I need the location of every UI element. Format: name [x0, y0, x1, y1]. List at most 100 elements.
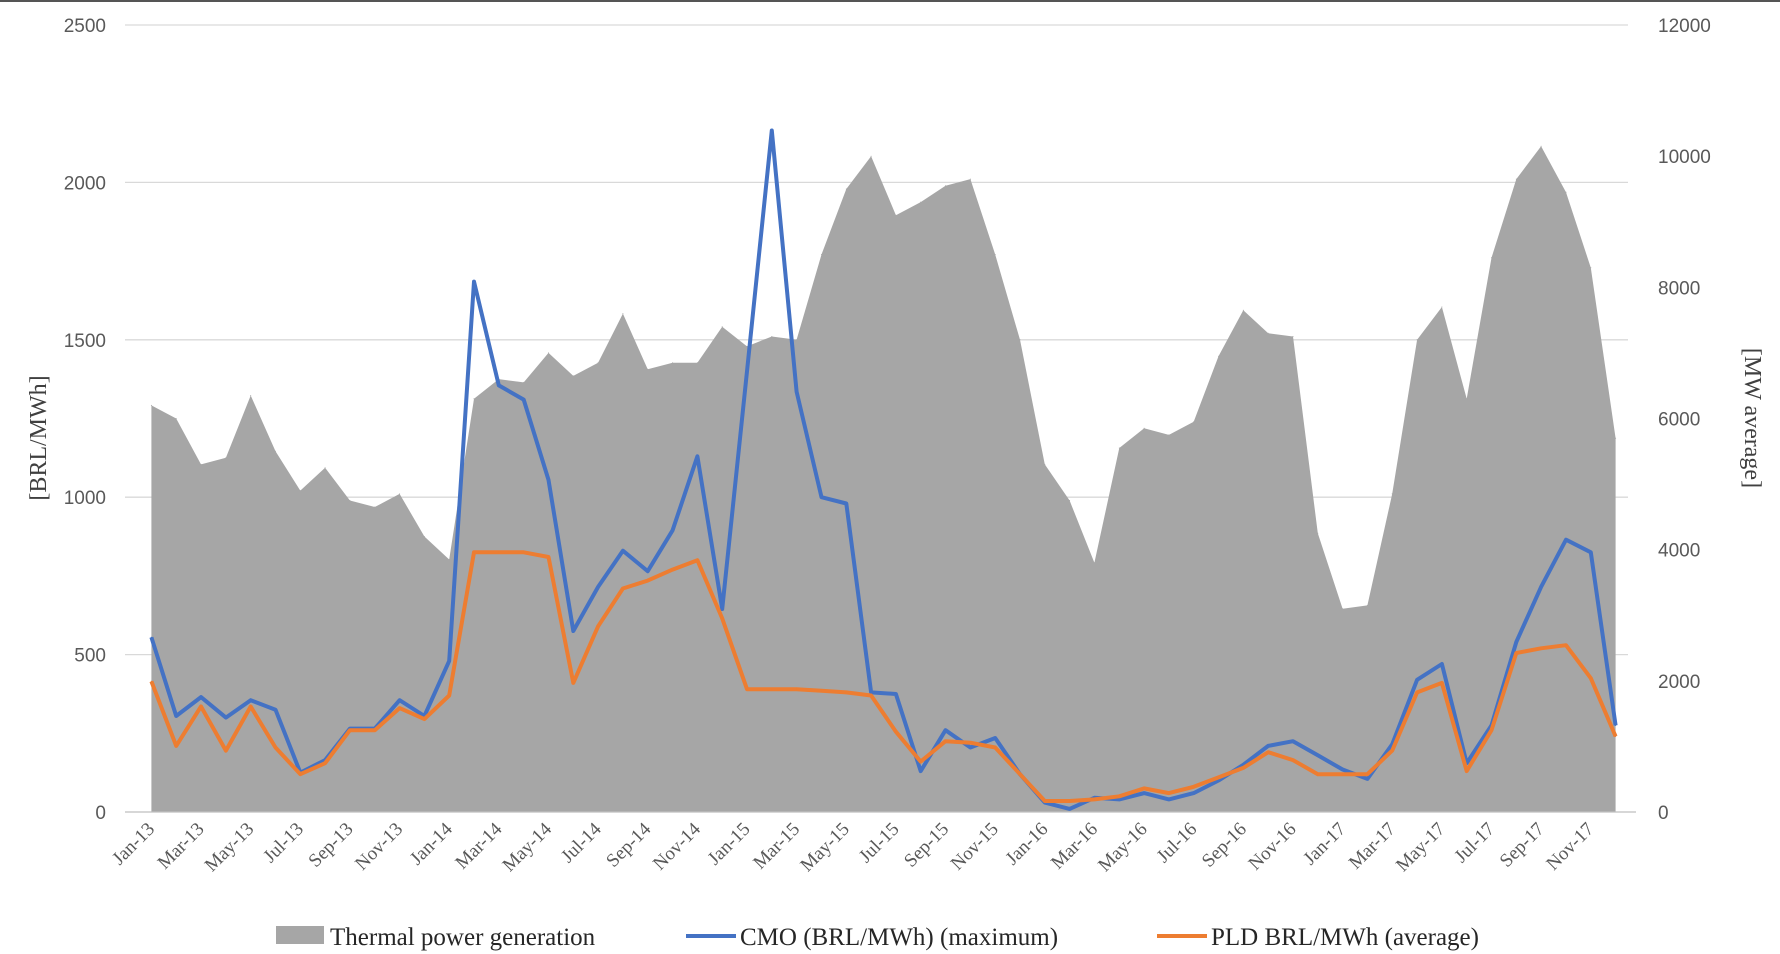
- area-point: [1391, 493, 1393, 495]
- x-tick-label: Nov-14: [649, 818, 705, 874]
- line-point-pld: [1515, 652, 1517, 654]
- line-point-pld: [399, 707, 401, 709]
- area-point: [672, 362, 674, 364]
- area-point: [1044, 463, 1046, 465]
- area-point: [349, 500, 351, 501]
- line-point-pld: [1590, 677, 1592, 679]
- x-tick-label: Jul-17: [1451, 819, 1499, 867]
- area-point: [994, 254, 996, 255]
- area-point: [597, 362, 599, 364]
- line-point-pld: [1540, 647, 1542, 649]
- area-point: [1342, 608, 1344, 610]
- legend-item-pld: PLD BRL/MWh (average): [1157, 924, 1479, 951]
- line-point-cmo: [572, 630, 574, 632]
- line-point-cmo: [1267, 745, 1269, 747]
- line-point-cmo: [870, 691, 872, 694]
- area-point: [746, 345, 748, 347]
- area-point: [175, 418, 177, 419]
- x-tick-label: Nov-17: [1542, 819, 1598, 875]
- area-point: [1093, 562, 1095, 564]
- line-point-pld: [1143, 787, 1145, 790]
- x-tick-label: Nov-16: [1245, 819, 1301, 875]
- line-point-pld: [200, 705, 202, 708]
- area-point: [299, 490, 301, 492]
- line-point-pld: [771, 688, 773, 690]
- line-point-pld: [374, 729, 376, 731]
- line-point-cmo: [696, 455, 699, 457]
- line-point-pld: [672, 569, 674, 571]
- y-right-tick-label: 0: [1658, 803, 1669, 824]
- line-point-cmo: [1590, 551, 1592, 553]
- line-point-pld: [1292, 759, 1294, 761]
- x-tick-label: Sep-13: [305, 819, 358, 872]
- line-point-pld: [1416, 691, 1418, 694]
- line-point-cmo: [399, 699, 401, 701]
- line-point-cmo: [647, 570, 649, 572]
- x-tick-label: May-14: [499, 818, 557, 876]
- line-point-cmo: [820, 496, 823, 498]
- line-point-pld: [1267, 751, 1269, 753]
- area-point: [1242, 309, 1244, 311]
- line-point-cmo: [200, 696, 202, 698]
- y-axis-right-title: [MW average]: [1739, 348, 1765, 488]
- line-series-layer: [149, 128, 1618, 811]
- line-point-pld: [746, 688, 748, 690]
- line-point-cmo: [250, 699, 252, 701]
- line-point-pld: [1069, 800, 1071, 802]
- area-point: [150, 404, 152, 406]
- area-point: [473, 398, 475, 400]
- line-point-pld: [473, 551, 475, 553]
- legend-label-thermal: Thermal power generation: [330, 924, 596, 951]
- area-point: [696, 362, 698, 364]
- area-point: [1515, 178, 1517, 180]
- line-point-pld: [1193, 786, 1195, 788]
- line-point-cmo: [1342, 768, 1344, 771]
- y-left-tick-label: 1000: [64, 488, 106, 509]
- y-right-tick-label: 12000: [1658, 16, 1711, 37]
- area-point: [870, 155, 872, 157]
- line-point-cmo: [1292, 740, 1294, 742]
- y-right-tick-label: 4000: [1658, 541, 1700, 562]
- area-point: [374, 506, 376, 508]
- line-point-cmo: [1242, 764, 1244, 766]
- line-point-pld: [1391, 750, 1393, 752]
- area-point: [821, 254, 822, 255]
- y-right-tick-label: 2000: [1658, 672, 1700, 693]
- line-point-pld: [1342, 773, 1344, 775]
- area-point: [399, 493, 401, 495]
- line-point-cmo: [969, 746, 972, 749]
- line-point-cmo: [274, 709, 277, 711]
- line-point-pld: [175, 745, 177, 747]
- area-point: [1565, 191, 1567, 193]
- line-point-pld: [349, 729, 351, 731]
- area-point: [1540, 145, 1542, 147]
- line-point-pld: [523, 551, 525, 553]
- legend-swatch-thermal: [276, 926, 324, 944]
- line-point-cmo: [1416, 679, 1418, 681]
- x-tick-label: May-17: [1392, 819, 1449, 876]
- line-point-cmo: [944, 729, 947, 731]
- line-point-pld: [150, 680, 152, 683]
- y-left-tick-label: 1500: [64, 331, 106, 352]
- line-point-cmo: [1143, 792, 1145, 794]
- line-point-cmo: [672, 529, 674, 531]
- line-point-cmo: [994, 737, 996, 739]
- line-point-pld: [572, 682, 574, 684]
- x-tick-label: Mar-16: [1047, 819, 1102, 874]
- area-point: [1292, 336, 1294, 337]
- x-tick-label: Mar-17: [1345, 819, 1400, 874]
- line-series-cmo: [149, 128, 1618, 811]
- y-axis-left-title: [BRL/MWh]: [26, 375, 52, 500]
- line-point-cmo: [746, 370, 748, 372]
- area-point: [1218, 355, 1219, 357]
- x-tick-label: Sep-14: [602, 818, 655, 871]
- y-left-tick-label: 500: [74, 646, 106, 667]
- line-point-pld: [1093, 798, 1095, 801]
- area-point: [945, 185, 946, 187]
- line-point-pld: [820, 690, 823, 692]
- line-point-cmo: [1540, 586, 1542, 588]
- line-point-pld: [225, 750, 227, 752]
- area-point: [1118, 447, 1120, 449]
